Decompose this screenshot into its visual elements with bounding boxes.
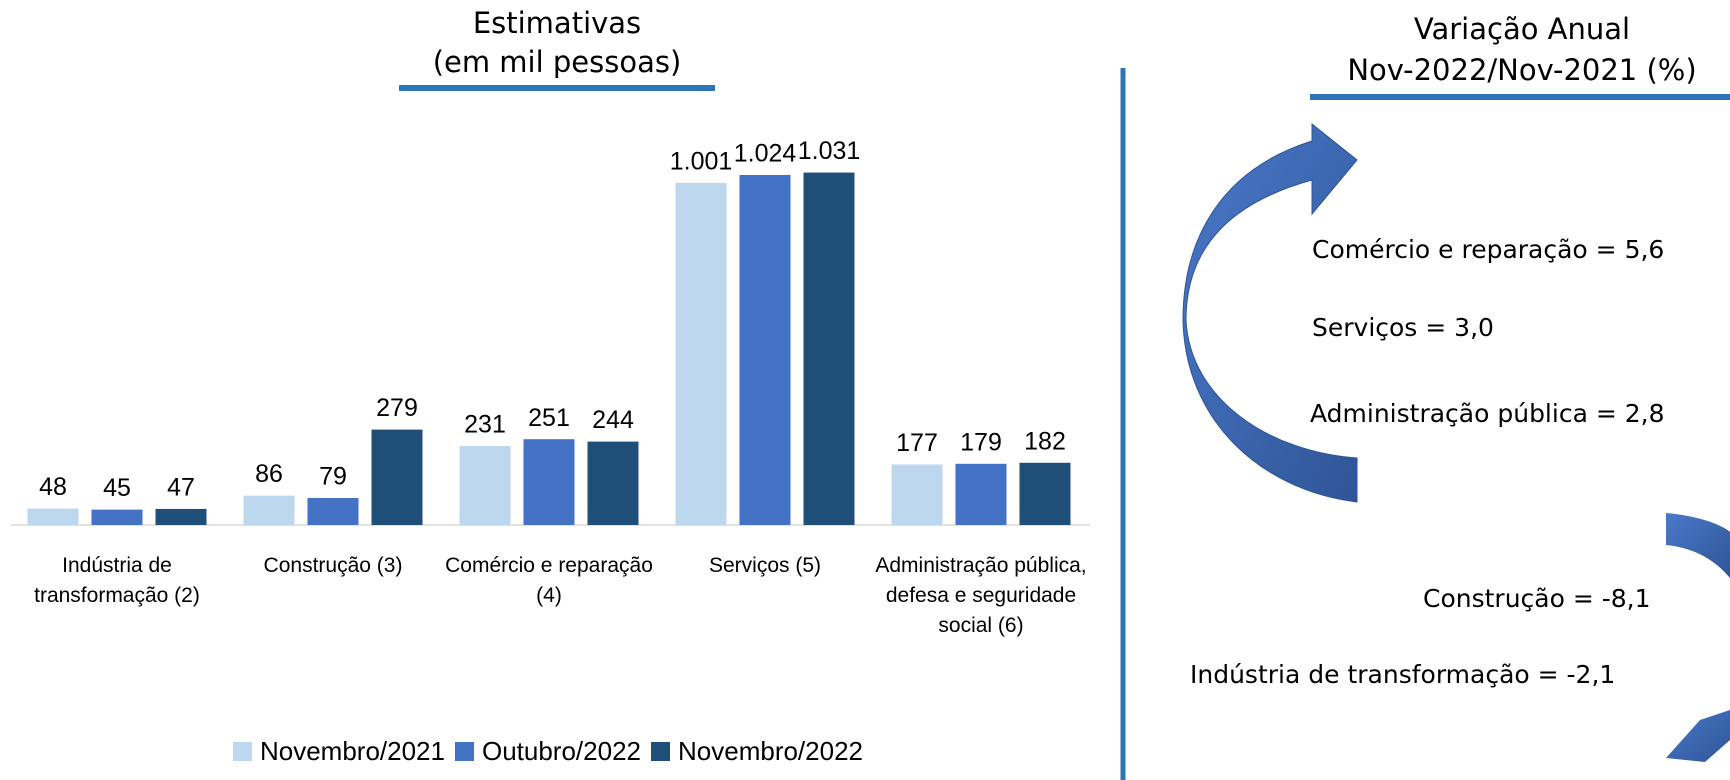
bar [587,441,639,525]
value-label: 1.001 [670,147,733,175]
value-label: 47 [167,474,195,502]
legend-swatch [651,742,670,761]
legend: Novembro/2021 Outubro/2022 Novembro/2022 [0,736,1096,767]
bar [155,508,207,525]
bar [459,446,511,525]
value-label: 179 [960,428,1002,456]
chart-subtitle: (em mil pessoas) [433,45,682,79]
legend-swatch [232,742,252,761]
legend-swatch [454,742,474,761]
bar [243,495,295,525]
value-label: 244 [592,406,634,434]
legend-item: Novembro/2022 [651,736,863,767]
value-label: 86 [255,460,283,488]
down-arrow-head [1666,710,1730,762]
x-tick-label: Administração pública, defesa e segurida… [875,554,1087,637]
value-label: 279 [376,394,418,422]
value-label: 251 [528,404,570,432]
down-arrow-body [1666,513,1730,578]
x-tick-label: Indústria de transformação (2) [34,554,200,607]
bar [1019,462,1071,525]
value-label: 231 [464,411,506,439]
up-arrow [1182,122,1358,503]
bar [27,508,79,525]
legend-item: Novembro/2021 [232,736,445,767]
value-label: 45 [103,474,131,502]
bar [739,174,791,525]
value-label: 182 [1024,427,1066,455]
legend-item: Outubro/2022 [454,736,641,767]
panel-title: Variação Anual [1414,12,1630,46]
bar [955,463,1007,525]
legend-label: Novembro/2022 [678,736,863,766]
x-tick-label: Serviços (5) [708,554,822,577]
variation-item: Administração pública = 2,8 [1310,399,1665,428]
panel-subtitle: Nov-2022/Nov-2021 (%) [1347,53,1696,87]
x-tick-label: Comércio e reparação (4) [445,554,653,607]
bar [675,182,727,525]
legend-label: Outubro/2022 [481,736,641,766]
variation-item: Comércio e reparação = 5,6 [1312,235,1664,264]
value-label: 79 [319,463,347,491]
value-label: 177 [896,429,938,457]
value-label: 1.031 [798,137,861,165]
bar [307,497,359,525]
bar [803,172,855,525]
bar [891,464,943,525]
variation-item: Serviços = 3,0 [1312,313,1494,342]
variation-item: Construção = -8,1 [1423,584,1651,613]
bar [371,429,423,525]
x-tick-label: Construção (3) [263,554,403,577]
bar [523,439,575,525]
bar [91,509,143,525]
variation-item: Indústria de transformação = -2,1 [1190,660,1615,689]
legend-label: Novembro/2021 [259,736,445,766]
chart-title: Estimativas [473,6,641,40]
value-label: 48 [39,473,67,501]
value-label: 1.024 [734,140,797,168]
